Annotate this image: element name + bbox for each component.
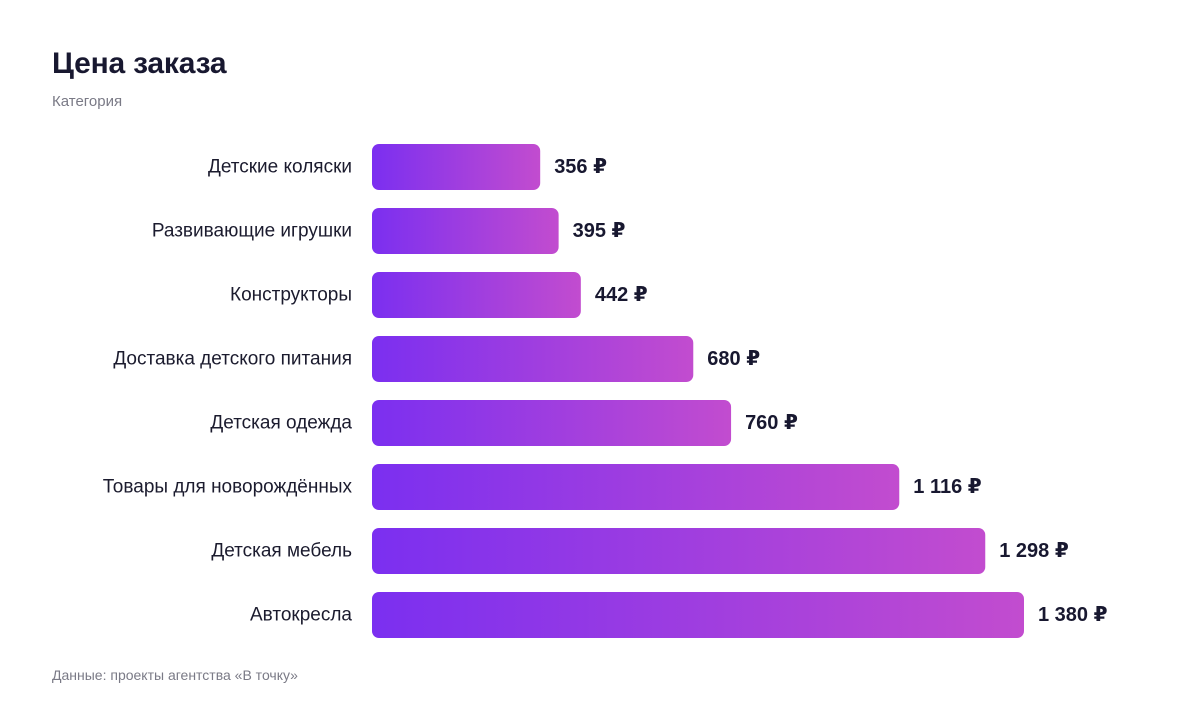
category-label: Развивающие игрушки xyxy=(152,221,352,242)
bar xyxy=(372,208,559,254)
bar-group: Автокресла 1 380 ₽ xyxy=(250,592,1108,638)
bar-group: Товары для новорождённых 1 116 ₽ xyxy=(103,464,982,510)
value-label: 680 ₽ xyxy=(707,348,760,370)
data-source-note: Данные: проекты агентства «В точку» xyxy=(52,667,298,683)
value-label: 760 ₽ xyxy=(745,412,798,434)
chart-title: Цена заказа xyxy=(52,47,227,80)
bar xyxy=(372,336,694,382)
chart-subtitle: Категория xyxy=(52,93,123,110)
bar-group: Конструкторы 442 ₽ xyxy=(230,272,648,318)
value-label: 395 ₽ xyxy=(573,220,626,242)
category-label: Детские коляски xyxy=(208,157,352,178)
bar xyxy=(372,400,732,446)
bar xyxy=(372,592,1024,638)
category-label: Конструкторы xyxy=(230,285,352,306)
bar xyxy=(372,528,986,574)
value-label: 1 298 ₽ xyxy=(999,540,1069,562)
bar-group: Детская одежда 760 ₽ xyxy=(210,400,798,446)
category-label: Автокресла xyxy=(250,605,352,626)
value-label: 356 ₽ xyxy=(554,156,607,178)
value-label: 1 116 ₽ xyxy=(913,476,982,498)
bar xyxy=(372,272,581,318)
category-label: Доставка детского питания xyxy=(113,349,352,370)
bar-group: Детские коляски 356 ₽ xyxy=(208,144,607,190)
value-label: 442 ₽ xyxy=(595,284,648,306)
category-label: Товары для новорождённых xyxy=(103,477,353,498)
bar-group: Детская мебель 1 298 ₽ xyxy=(211,528,1069,574)
bars-layer: Детские коляски 356 ₽ Развивающие игрушки 3… xyxy=(103,144,1108,638)
category-label: Детская мебель xyxy=(211,541,352,562)
value-label: 1 380 ₽ xyxy=(1038,604,1108,626)
bar-group: Развивающие игрушки 395 ₽ xyxy=(152,208,626,254)
category-label: Детская одежда xyxy=(210,413,352,434)
bar xyxy=(372,464,900,510)
bar xyxy=(372,144,541,190)
bar-group: Доставка детского питания 680 ₽ xyxy=(113,336,760,382)
